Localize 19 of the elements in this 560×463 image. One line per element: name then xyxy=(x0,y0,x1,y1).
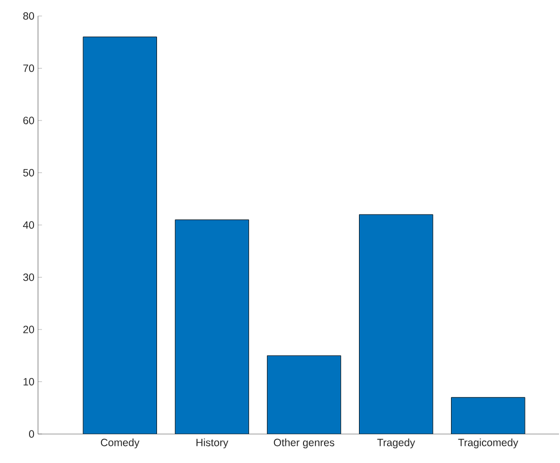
y-tick-label: 30 xyxy=(23,274,34,281)
x-tick-label: Tragicomedy xyxy=(458,438,518,448)
x-tick-label: Tragedy xyxy=(377,438,416,448)
bar xyxy=(359,214,434,434)
x-tick-label: Comedy xyxy=(100,438,140,448)
y-tick-label: 40 xyxy=(23,221,34,229)
y-tick-label: 70 xyxy=(23,64,34,72)
y-tick-label: 60 xyxy=(23,116,34,124)
y-tick-label: 20 xyxy=(23,326,34,334)
y-tick-label: 80 xyxy=(23,12,34,20)
bar xyxy=(82,36,157,434)
x-tick-label: Other genres xyxy=(274,438,334,448)
bar xyxy=(266,355,342,434)
y-tick-label: 0 xyxy=(29,430,34,438)
y-tick-label: 10 xyxy=(24,378,34,386)
x-tick-label: History xyxy=(196,438,228,448)
bar xyxy=(451,397,526,434)
bar xyxy=(174,220,250,434)
y-tick-label: 50 xyxy=(23,169,34,176)
